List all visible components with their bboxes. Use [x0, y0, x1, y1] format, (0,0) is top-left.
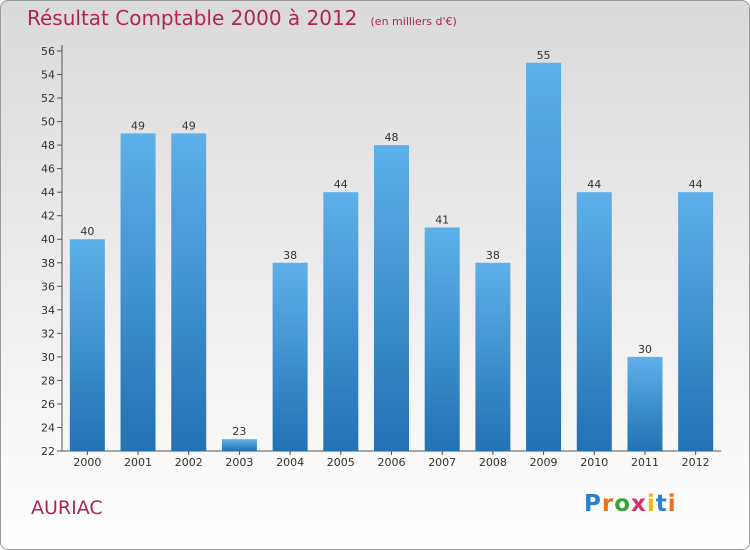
x-tick-label-2006: 2006 [378, 456, 406, 469]
logo-letter: i [646, 491, 656, 517]
bar-2010 [576, 192, 612, 452]
proxiti-logo[interactable]: Proxiti [584, 491, 677, 517]
chart-subtitle: (en milliers d'€) [370, 15, 457, 28]
bar-2000 [69, 239, 105, 451]
data-label-2011: 30 [638, 343, 652, 356]
chart-title: Résultat Comptable 2000 à 2012 [27, 6, 358, 30]
bar-2002 [171, 133, 207, 451]
x-tick-label-2010: 2010 [580, 456, 608, 469]
bar-2004 [272, 262, 308, 451]
logo-letter: r [601, 491, 615, 517]
x-tick-label-2001: 2001 [124, 456, 152, 469]
data-label-2006: 48 [385, 131, 399, 144]
data-label-2009: 55 [537, 49, 551, 62]
x-tick-label-2002: 2002 [175, 456, 203, 469]
axes: 22 24 26 28 30 32 34 36 38 40 42 44 46 48 50 52 54 56 2000… [41, 45, 721, 469]
data-label-2010: 44 [587, 178, 601, 191]
data-label-2002: 49 [182, 119, 196, 132]
x-tick-label-2003: 2003 [225, 456, 253, 469]
bars: 40 49 49 23 38 44 48 41 38 55 44 30 44 [69, 49, 714, 452]
bar-2011 [627, 356, 663, 451]
x-tick-label-2007: 2007 [428, 456, 456, 469]
y-tick-label: 50 [41, 116, 55, 129]
y-tick-label: 54 [41, 69, 55, 82]
logo-letter: o [614, 491, 632, 517]
data-label-2012: 44 [689, 178, 703, 191]
y-tick-label: 34 [41, 304, 55, 317]
bar-2012 [678, 192, 714, 452]
y-tick-label: 56 [41, 45, 55, 58]
bar-2001 [120, 133, 156, 451]
x-tick-label-2004: 2004 [276, 456, 304, 469]
y-tick-label: 32 [41, 327, 55, 340]
y-tick-label: 24 [41, 421, 55, 434]
y-tick-label: 46 [41, 163, 55, 176]
y-tick-label: 52 [41, 92, 55, 105]
bar-2006 [374, 145, 409, 451]
bar-2005 [323, 192, 359, 452]
data-label-2005: 44 [334, 178, 348, 191]
logo-letter: i [667, 491, 677, 517]
x-tick-label-2012: 2012 [682, 456, 710, 469]
data-label-2004: 38 [283, 249, 297, 262]
data-label-2001: 49 [131, 119, 145, 132]
y-tick-label: 48 [41, 139, 55, 152]
y-tick-label: 28 [41, 374, 55, 387]
data-label-2000: 40 [80, 225, 94, 238]
y-tick-label: 42 [41, 210, 55, 223]
x-tick-label-2009: 2009 [530, 456, 558, 469]
y-tick-label: 22 [41, 445, 55, 458]
x-tick-label-2005: 2005 [327, 456, 355, 469]
x-tick-label-2000: 2000 [73, 456, 101, 469]
y-tick-label: 40 [41, 233, 55, 246]
bar-2007 [424, 227, 460, 451]
data-label-2003: 23 [232, 425, 246, 438]
bar-2008 [475, 262, 511, 451]
y-tick-label: 38 [41, 257, 55, 270]
y-tick-label: 36 [41, 280, 55, 293]
logo-letter: x [631, 491, 647, 517]
x-tick-label-2008: 2008 [479, 456, 507, 469]
logo-letter: t [655, 491, 668, 517]
bar-chart: 22 24 26 28 30 32 34 36 38 40 42 44 46 48 50 52 54 56 2000… [41, 45, 721, 469]
x-tick-label-2011: 2011 [631, 456, 659, 469]
data-label-2007: 41 [435, 213, 449, 226]
y-tick-label: 44 [41, 186, 55, 199]
commune-name: AURIAC [31, 497, 103, 519]
data-label-2008: 38 [486, 249, 500, 262]
bar-2009 [526, 62, 562, 451]
chart-title-block: Résultat Comptable 2000 à 2012 (en milli… [27, 6, 457, 30]
y-tick-label: 26 [41, 398, 55, 411]
logo-letter: P [584, 491, 602, 517]
bar-2003 [221, 439, 257, 451]
y-tick-label: 30 [41, 351, 55, 364]
